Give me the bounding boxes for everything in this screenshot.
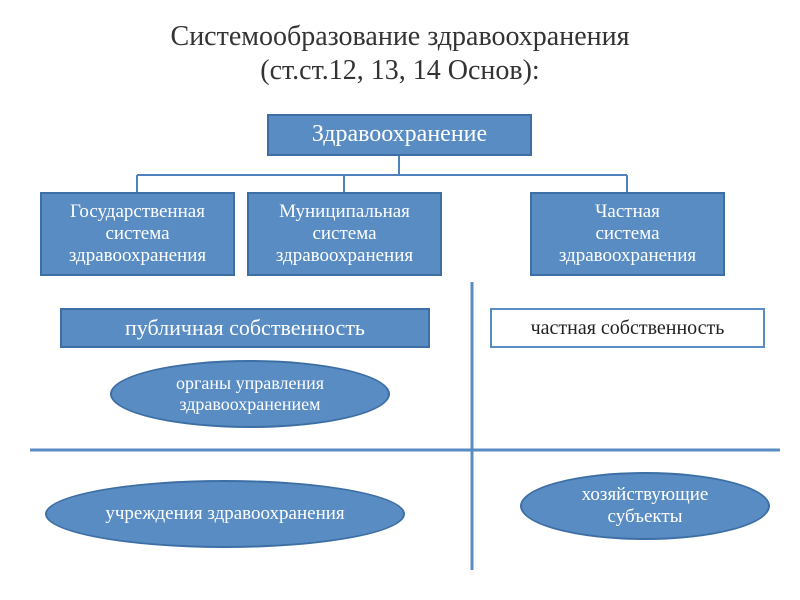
slide-title: Системообразование здравоохранения (ст.с… [0, 20, 800, 87]
title-line2: (ст.ст.12, 13, 14 Основ): [260, 55, 539, 86]
public-ownership-box: публичная собственность [60, 308, 430, 348]
child-node-1: Муниципальная система здравоохранения [247, 192, 442, 276]
root-node: Здравоохранение [267, 114, 532, 156]
title-line1: Системообразование здравоохранения [171, 21, 630, 52]
subjects-ellipse: хозяйствующие субъекты [520, 472, 770, 540]
private-ownership-box: частная собственность [490, 308, 765, 348]
institutions-ellipse: учреждения здравоохранения [45, 480, 405, 548]
bodies-ellipse: органы управления здравоохранением [110, 360, 390, 428]
child-node-0: Государственная система здравоохранения [40, 192, 235, 276]
child-node-2: Частная система здравоохранения [530, 192, 725, 276]
